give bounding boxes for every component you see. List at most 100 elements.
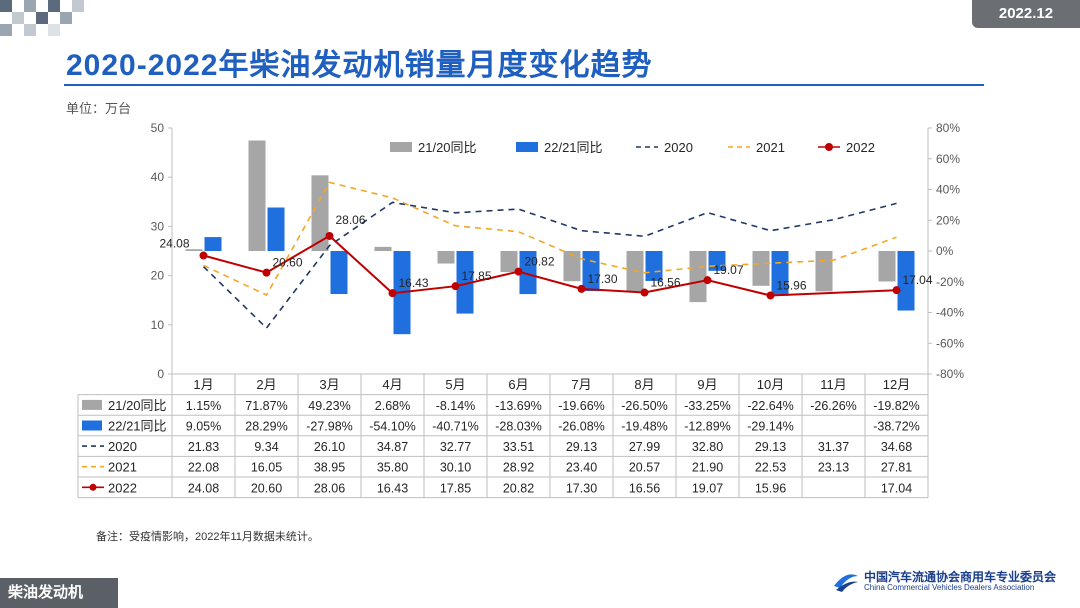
series-point-2022 (262, 268, 271, 277)
right-tick-label: 80% (936, 121, 960, 135)
category-label: 5月 (445, 377, 465, 392)
series-point-2022 (577, 284, 586, 293)
table-cell: 21.90 (692, 461, 723, 475)
point-label-2022: 19.07 (714, 263, 744, 277)
bar-2120 (878, 251, 896, 282)
bar-2221 (204, 237, 222, 251)
point-label-2022: 17.85 (462, 269, 492, 283)
table-cell: -22.64% (747, 399, 794, 413)
table-cell: 20.57 (629, 461, 660, 475)
table-cell: -8.14% (436, 399, 476, 413)
bar-2221 (519, 251, 537, 295)
unit-label: 单位：万台 (66, 101, 132, 116)
right-tick-label: -80% (936, 367, 964, 381)
table-cell: 32.80 (692, 440, 723, 454)
footnote: 备注：受疫情影响，2022年11月数据未统计。 (96, 531, 319, 543)
table-cell: -26.26% (810, 399, 857, 413)
series-point-2022 (892, 286, 901, 295)
bar-2120 (185, 249, 203, 251)
table-cell: -28.03% (495, 420, 542, 434)
table-cell: -29.14% (747, 420, 794, 434)
point-label-2022: 20.82 (525, 255, 555, 269)
corner-decoration (0, 0, 92, 40)
series-point-2022 (514, 267, 523, 276)
table-cell: -19.82% (873, 399, 920, 413)
table-cell: 1.15% (186, 399, 221, 413)
right-tick-label: 60% (936, 152, 960, 166)
bar-2120 (311, 175, 329, 251)
table-row-header: 2022 (108, 480, 137, 495)
table-cell: 30.10 (440, 461, 471, 475)
point-label-2022: 20.60 (273, 256, 303, 270)
table-cell: 9.05% (186, 420, 221, 434)
right-tick-label: 0% (936, 244, 954, 258)
point-label-2022: 17.04 (903, 273, 933, 287)
table-cell: -26.08% (558, 420, 605, 434)
category-label: 2月 (256, 377, 276, 392)
bar-2120 (563, 251, 581, 282)
table-row-header: 22/21同比 (108, 419, 167, 434)
table-cell: 28.29% (245, 420, 287, 434)
table-cell: 29.13 (566, 440, 597, 454)
category-label: 4月 (382, 377, 402, 392)
table-cell: 26.10 (314, 440, 345, 454)
point-label-2022: 17.30 (588, 272, 618, 286)
table-cell: 28.92 (503, 461, 534, 475)
bar-series (185, 140, 915, 335)
table-cell: 33.51 (503, 440, 534, 454)
table-cell: 27.81 (881, 461, 912, 475)
bar-2221 (267, 207, 285, 251)
left-tick-label: 10 (151, 318, 165, 332)
legend-marker (825, 143, 833, 151)
bar-2120 (374, 246, 392, 251)
line-series (199, 181, 901, 330)
table-cell: 35.80 (377, 461, 408, 475)
org-branding: 中国汽车流通协会商用车专业委员会 China Commercial Vehicl… (832, 568, 1064, 594)
category-label: 6月 (508, 377, 528, 392)
bar-2120 (689, 251, 707, 303)
date-badge: 2022.12 (972, 0, 1080, 28)
data-table: 1月 2月 3月 4月 5月 6月 7月 8月 9月 10月 11月 12月 21/20同比 1.15% 7… (77, 373, 929, 499)
table-cell: -38.72% (873, 420, 920, 434)
bar-2221 (330, 251, 348, 295)
table-cell: 31.37 (818, 440, 849, 454)
left-tick-label: 0 (157, 367, 164, 381)
table-cell: 20.60 (251, 481, 282, 495)
category-label: 12月 (883, 377, 910, 392)
table-cell: 38.95 (314, 461, 345, 475)
table-cell: 16.56 (629, 481, 660, 495)
left-tick-label: 50 (151, 121, 165, 135)
left-tick-label: 40 (151, 170, 165, 184)
table-row-header: 21/20同比 (108, 398, 167, 413)
title-divider (64, 84, 984, 86)
table-row-header: 2021 (108, 460, 137, 475)
series-point-2022 (766, 291, 775, 300)
table-legend-swatch (82, 399, 102, 410)
series-point-2022 (451, 282, 460, 291)
section-tag: 柴油发动机 (0, 578, 118, 608)
bar-2120 (752, 251, 770, 286)
point-label-2022: 16.43 (399, 276, 429, 290)
right-tick-label: -40% (936, 306, 964, 320)
legend-swatch (516, 142, 538, 152)
table-cell: 21.83 (188, 440, 219, 454)
series-point-2022 (640, 288, 649, 297)
table-cell: 71.87% (245, 399, 287, 413)
table-cell: -13.69% (495, 399, 542, 413)
left-tick-label: 30 (151, 219, 165, 233)
right-tick-label: -60% (936, 336, 964, 350)
series-point-2022 (388, 289, 397, 298)
table-cell: -40.71% (432, 420, 479, 434)
table-cell: -27.98% (306, 420, 353, 434)
table-cell: -26.50% (621, 399, 668, 413)
table-cell: 24.08 (188, 481, 219, 495)
table-legend-marker (89, 483, 97, 491)
association-logo-icon (834, 574, 858, 592)
table-row-header: 2020 (108, 439, 137, 454)
table-legend-swatch (82, 420, 102, 431)
bar-2120 (500, 251, 518, 273)
org-name-cn: 中国汽车流通协会商用车专业委员会 (864, 570, 1057, 584)
series-point-2022 (325, 231, 334, 240)
table-cell: 29.13 (755, 440, 786, 454)
series-point-2022 (199, 251, 208, 260)
